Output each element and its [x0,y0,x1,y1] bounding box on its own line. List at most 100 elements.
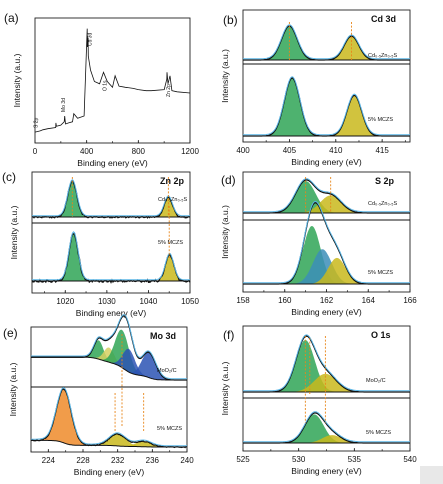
fitted-peak [243,257,410,284]
x-tick-label: 1200 [181,147,199,156]
panel-e: (e) Mo 3d 224 228 232 236 240 Binding enery (eV… [3,314,194,477]
background-line [31,439,187,448]
envelope-fit [243,76,410,136]
peak-annotation: Mo 3d [61,98,67,112]
x-tick-label: 240 [180,456,194,465]
envelope-fit [243,24,410,60]
fitted-peak [31,434,187,447]
x-tick-label: 800 [132,147,146,156]
fitted-peak [243,26,410,61]
x-axis-label: Binding enery (eV) [76,308,147,318]
x-tick-label: 410 [329,146,343,155]
sample-label: 5% MCZS [368,270,393,276]
envelope-fit [32,231,190,281]
x-axis-label: Binding enery (eV) [77,158,148,168]
panel-label: (d) [221,173,236,187]
panel-label: (b) [223,13,238,27]
plot-frame [30,326,188,453]
y-axis-label: Intensity (a.u.) [220,49,230,103]
x-tick-label: 525 [236,455,250,464]
peak-annotation: Cd 3d [87,32,93,46]
panel-c: (c) Zn 2p 1020 1030 1040 1050 Binding enery (e… [2,170,199,318]
x-tick-label: 400 [80,147,94,156]
corner-scroll-nub [420,466,443,484]
fitted-peak [243,195,410,213]
x-tick-label: 400 [236,146,250,155]
fitted-peak [243,435,410,443]
raw-spectrum [243,77,410,137]
sample-label: MoO₂/C [157,368,177,374]
sample-label: Cd₀.₅Zn₀.₅S [368,53,398,59]
x-tick-label: 228 [76,456,90,465]
x-tick-label: 224 [42,456,56,465]
fitted-peak [243,249,410,284]
sample-label: 5% MCZS [366,430,391,436]
plot-frame [31,171,191,294]
x-axis-label: Binding enery (eV) [291,466,362,476]
peak-annotation: O 1s [103,80,109,91]
fitted-peak [31,388,187,447]
x-tick-label: 540 [403,455,417,464]
panel-b: (b) Cd 3d 400 405 410 415 Binding enery (eV) In… [220,9,411,167]
fitted-peak [31,440,187,447]
sample-label: 5% MCZS [368,117,393,123]
y-axis-label: Intensity (a.u.) [12,53,22,107]
fitted-peak [243,95,410,136]
x-tick-label: 158 [236,296,250,305]
panel-title: O 1s [371,330,391,340]
sample-label: MoO₂/C [366,378,386,384]
x-tick-label: 166 [403,296,417,305]
envelope-fit [32,179,190,217]
x-tick-label: 405 [283,146,297,155]
fitted-peak [31,347,187,380]
panel-label: (e) [3,326,18,340]
x-tick-label: 530 [292,455,306,464]
y-axis-label: Intensity (a.u.) [220,361,230,415]
sample-label: Cd₀.₅Zn₀.₅S [158,197,188,203]
fitted-peak [243,373,410,392]
series-bottom: 5% MCZS [243,200,410,285]
envelope-fit [243,200,410,284]
x-axis-label: Binding enery (eV) [291,157,362,167]
x-tick-label: 160 [278,296,292,305]
series-bottom: 5% MCZS [243,411,410,444]
x-axis-label: Binding enery (eV) [291,307,362,317]
peak-annotation: Zn 2p [166,84,172,97]
panel-d: (d) S 2p 158 160 162 164 166 Binding enery (eV)… [220,171,417,317]
series-top: Cd₀.₅Zn₀.₅S [31,179,191,219]
survey-spectrum [34,28,191,133]
x-tick-label: 1050 [181,297,199,306]
x-tick-label: 535 [348,455,362,464]
series-top: Cd₀.₅Zn₀.₅S [243,178,410,214]
sample-label: 5% MCZS [158,240,183,246]
series-top: MoO₂/C [31,314,187,381]
y-axis-label: Intensity (a.u.) [8,362,18,416]
background-line [31,356,187,381]
envelope-fit [243,411,410,443]
y-axis-label: Intensity (a.u.) [220,205,230,259]
x-axis-label: Binding enery (eV) [74,467,145,477]
series-top: MoO₂/C [243,334,410,393]
fitted-peak [32,254,190,281]
series-top: Cd₀.₅Zn₀.₅S [243,24,410,61]
fitted-peak [32,197,190,217]
fitted-peak [32,181,190,217]
sample-label: Cd₀.₅Zn₀.₅S [368,201,398,207]
fitted-peak [243,78,410,136]
panel-a: (a) 0 400 800 1200 Binding enery (eV) Intensit… [4,11,199,168]
panel-label: (c) [2,170,16,184]
panel-label: (a) [4,11,19,25]
panel-label: (f) [223,328,234,342]
x-tick-label: 236 [146,456,160,465]
plot-frame [242,9,411,143]
sample-label: 5% MCZS [157,426,182,432]
panel-title: Cd 3d [371,14,396,24]
series-bottom: 5% MCZS [30,387,188,449]
panel-title: Mo 3d [150,331,176,341]
x-tick-label: 1020 [56,297,74,306]
series-bottom: 5% MCZS [243,76,410,137]
x-tick-label: 1040 [140,297,158,306]
x-tick-label: 415 [375,146,389,155]
envelope-fit [243,334,410,392]
